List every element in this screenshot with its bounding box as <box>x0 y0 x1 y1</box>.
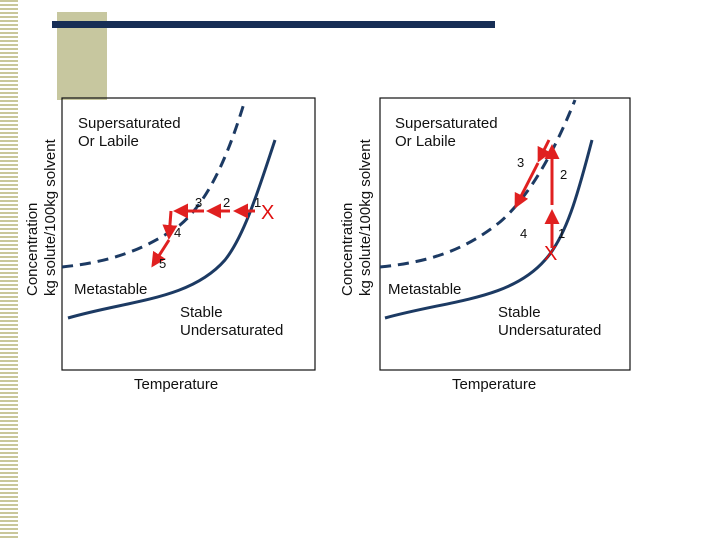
left-step-label: 4 <box>174 225 181 240</box>
right-region-metastable: Metastable <box>388 281 461 298</box>
right-step-label: 1 <box>558 226 565 241</box>
right-y-axis-label: Concentration <box>339 203 356 296</box>
left-region-labile: Or Labile <box>78 133 139 150</box>
left-step-4-arrow <box>162 210 178 240</box>
right-step-label: 2 <box>560 167 567 182</box>
right-step-4-arrow <box>514 162 540 209</box>
left-region-stable: Stable <box>180 304 223 321</box>
left-region-supersaturated: Supersaturated <box>78 115 181 132</box>
right-panel: X 1 2 3 4 Supersaturated Or Labile Metas… <box>339 97 631 393</box>
left-panel: X 1 2 3 4 5 Supersaturated Or Labile Met… <box>24 97 316 393</box>
left-region-undersaturated: Undersaturated <box>180 322 283 339</box>
left-region-metastable: Metastable <box>74 281 147 298</box>
right-region-labile: Or Labile <box>395 133 456 150</box>
right-plot-frame <box>379 97 631 371</box>
right-step-label: 4 <box>520 226 527 241</box>
left-step-5-arrow <box>151 239 171 268</box>
accent-bar <box>52 21 495 28</box>
left-solubility-curve <box>67 139 277 320</box>
left-x-axis-label: Temperature <box>134 376 218 393</box>
right-x-axis-label: Temperature <box>452 376 536 393</box>
left-plot-frame <box>61 97 316 371</box>
left-step-label: 2 <box>223 195 230 210</box>
decorative-stripe <box>0 0 18 540</box>
right-step-3-arrow <box>537 139 552 163</box>
right-region-supersaturated: Supersaturated <box>395 115 498 132</box>
left-step-label: 1 <box>254 195 261 210</box>
left-step-label: 3 <box>195 195 202 210</box>
left-y-axis-units: kg solute/100kg solvent <box>42 138 59 296</box>
right-step-label: 3 <box>517 155 524 170</box>
left-supersolubility-curve <box>61 99 247 269</box>
left-y-axis-label: Concentration <box>24 203 41 296</box>
left-step-label: 5 <box>159 256 166 271</box>
right-region-stable: Stable <box>498 304 541 321</box>
left-start-mark: X <box>261 202 274 224</box>
right-start-mark: X <box>544 243 557 265</box>
right-y-axis-units: kg solute/100kg solvent <box>357 138 374 296</box>
right-region-undersaturated: Undersaturated <box>498 322 601 339</box>
right-supersolubility-curve <box>379 99 577 269</box>
right-solubility-curve <box>384 139 594 320</box>
